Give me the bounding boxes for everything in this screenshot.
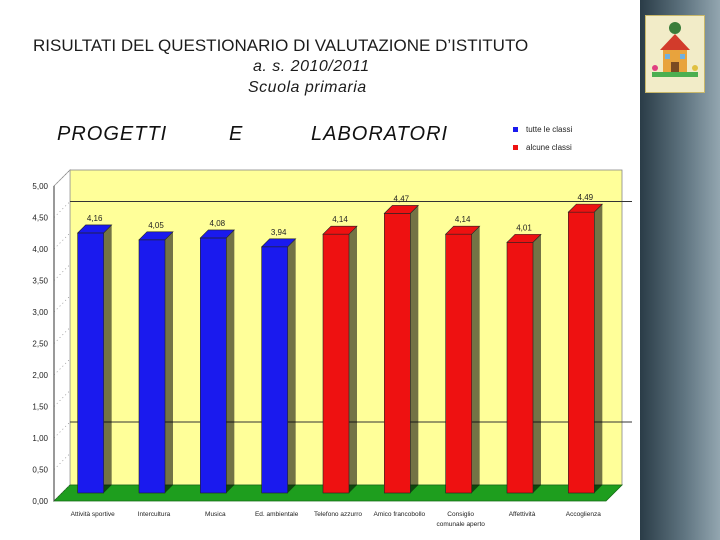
bar-top: [506, 234, 542, 243]
legend-label: tutte le classi: [526, 124, 573, 134]
school-level: Scuola primaria: [248, 79, 367, 96]
legend-item-tutte: tutte le classi: [513, 120, 572, 138]
bar-top: [260, 238, 297, 248]
legend-item-alcune: alcune classi: [513, 138, 572, 156]
data-label: 4,16: [87, 214, 103, 223]
x-tick-label: Consiglio: [447, 511, 474, 518]
bar: [506, 242, 534, 494]
x-tick-label: Telefono azzurro: [314, 511, 362, 518]
chart-legend: tutte le classi alcune classi: [513, 120, 572, 156]
section-label-progetti: PROGETTI: [57, 123, 168, 145]
data-label: 4,05: [148, 221, 164, 230]
bar: [445, 233, 472, 494]
y-tick-label: 3,50: [32, 277, 48, 286]
section-label-laboratori: LABORATORI: [311, 123, 449, 145]
bar-side: [471, 226, 480, 493]
bar-top: [444, 225, 481, 235]
x-tick-label: Ed. ambientale: [255, 511, 299, 518]
bar-side: [594, 204, 603, 493]
x-tick-label: comunale aperto: [436, 521, 485, 528]
data-label: 4,14: [455, 215, 471, 224]
school-house-drawing-icon: [645, 15, 705, 93]
bar-side: [103, 224, 112, 494]
chart-side-wall: [53, 169, 71, 502]
section-label-e: E: [229, 123, 244, 145]
bar: [200, 237, 227, 494]
legend-label: alcune classi: [526, 142, 572, 152]
x-tick-label: Amico francobollo: [373, 511, 425, 518]
y-tick-label: 4,50: [32, 214, 48, 223]
bar: [261, 246, 288, 494]
bar: [568, 211, 595, 494]
legend-swatch-red: [513, 144, 518, 150]
data-label: 4,47: [394, 194, 410, 203]
y-tick-label: 4,00: [32, 245, 48, 254]
bar-top: [567, 203, 604, 213]
bar-top: [199, 229, 236, 239]
y-tick-label: 2,50: [32, 340, 48, 349]
bar-top: [138, 231, 174, 241]
bar-side: [533, 234, 541, 493]
data-label: 4,01: [516, 223, 532, 232]
data-label: 3,94: [271, 228, 287, 237]
school-year: a. s. 2010/2011: [253, 58, 370, 75]
y-tick-label: 0,50: [32, 466, 48, 475]
x-tick-label: Affettività: [509, 511, 536, 518]
bar-side: [410, 205, 419, 493]
x-tick-label: Intercultura: [138, 511, 171, 518]
bar-side: [287, 238, 296, 493]
y-tick-label: 1,00: [32, 434, 48, 443]
bar: [322, 233, 350, 494]
bar: [384, 213, 411, 494]
y-tick-label: 2,00: [32, 371, 48, 380]
x-tick-label: Accoglienza: [566, 511, 601, 518]
y-tick-label: 1,50: [32, 403, 48, 412]
data-label: 4,49: [578, 193, 594, 202]
x-tick-label: Attività sportive: [71, 511, 115, 518]
bar-top: [76, 224, 113, 234]
data-label: 4,08: [210, 219, 226, 228]
page-title: RISULTATI DEL QUESTIONARIO DI VALUTAZION…: [33, 36, 529, 55]
bar: [77, 232, 104, 494]
bar-side: [165, 231, 173, 493]
bar-top: [322, 225, 358, 235]
bar: [138, 239, 166, 494]
bar-top: [383, 205, 420, 214]
x-tick-label: Musica: [205, 511, 226, 518]
y-tick-label: 3,00: [32, 308, 48, 317]
bar-chart: 0,00 0,50 1,00 1,50 2,00 2,50 3,00 3,50 4,00 4,50…: [32, 169, 632, 528]
y-tick-label: 5,00: [32, 182, 48, 191]
legend-swatch-blue: [513, 126, 518, 132]
bar-side: [349, 226, 357, 493]
data-label: 4,14: [332, 215, 348, 224]
y-tick-label: 0,00: [32, 497, 48, 506]
bar-side: [226, 229, 235, 493]
